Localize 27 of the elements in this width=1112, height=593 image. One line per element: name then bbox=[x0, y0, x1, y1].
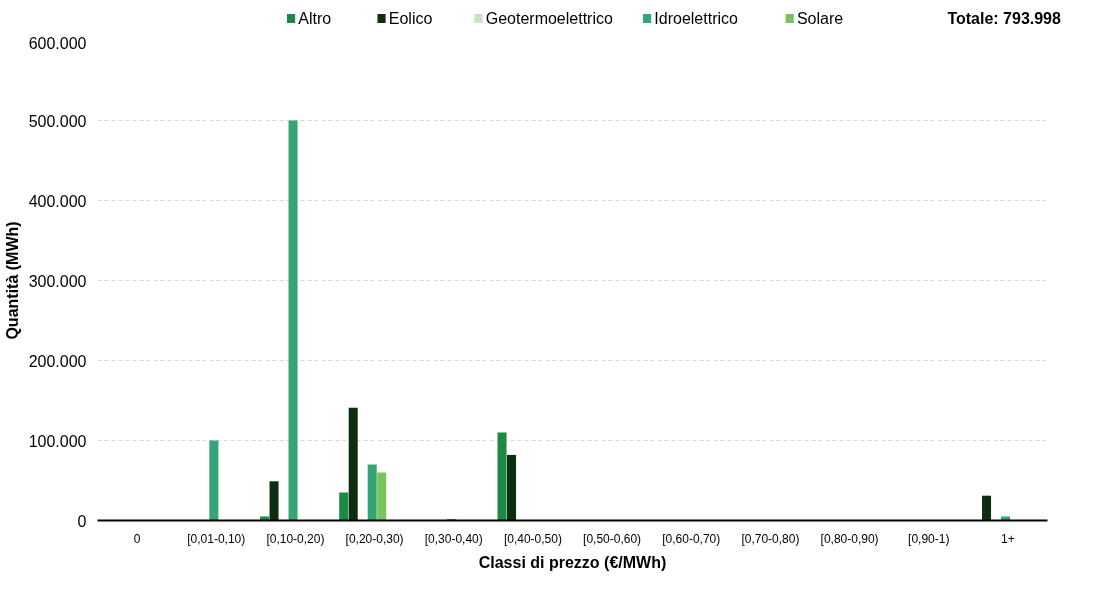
x-tick-label: [0,20-0,30) bbox=[345, 531, 404, 546]
y-tick-label: 300.000 bbox=[28, 272, 87, 290]
x-tick-label: [0,90-1) bbox=[908, 531, 950, 546]
y-tick-label: 600.000 bbox=[28, 34, 87, 52]
x-tick-label: [0,50-0,60) bbox=[583, 531, 642, 546]
y-tick-label: 200.000 bbox=[28, 352, 87, 370]
x-axis-title: Classi di prezzo (€/MWh) bbox=[478, 553, 667, 571]
text: Totale: 793.998 bbox=[947, 10, 1062, 27]
x-tick-label: [0,70-0,80) bbox=[741, 531, 800, 546]
y-tick-label: 500.000 bbox=[28, 112, 87, 130]
x-tick-label: [0,80-0,90) bbox=[820, 531, 879, 546]
legend-label: Geotermoelettrico bbox=[485, 10, 613, 27]
legend-label: Idroelettrico bbox=[654, 10, 739, 27]
legend-label: Eolico bbox=[388, 10, 433, 27]
legend-label: Altro bbox=[298, 10, 332, 27]
x-tick-label: [0,60-0,70) bbox=[662, 531, 721, 546]
y-tick-label: 100.000 bbox=[28, 432, 87, 450]
x-tick-label: [0,30-0,40) bbox=[424, 531, 483, 546]
legend-label: Solare bbox=[796, 10, 844, 27]
y-axis-title: Quantità (MWh) bbox=[3, 221, 21, 340]
x-tick-label: [0,01-0,10) bbox=[187, 531, 246, 546]
x-tick-label: 0 bbox=[133, 531, 141, 546]
x-tick-label: 1+ bbox=[1001, 531, 1015, 546]
x-tick-label: [0,40-0,50) bbox=[503, 531, 562, 546]
x-tick-label: [0,10-0,20) bbox=[266, 531, 325, 546]
y-tick-label: 0 bbox=[77, 512, 87, 530]
y-tick-label: 400.000 bbox=[28, 192, 87, 210]
